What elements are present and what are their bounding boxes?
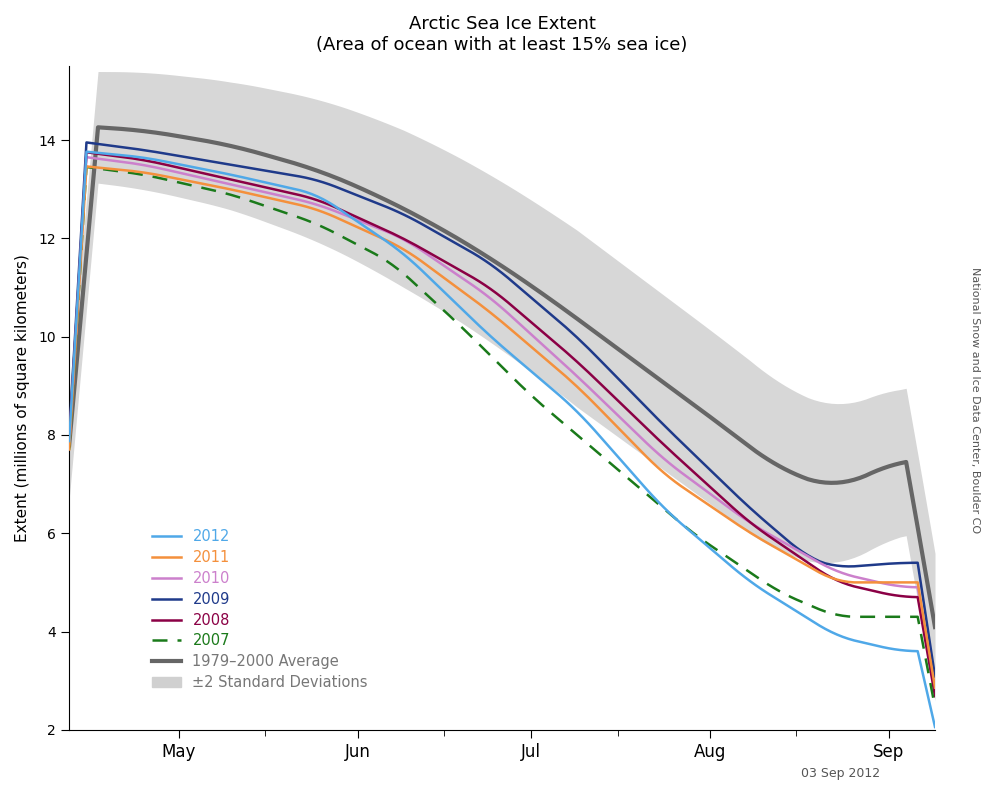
Text: 03 Sep 2012: 03 Sep 2012 bbox=[801, 767, 880, 780]
Legend: 2012, 2011, 2010, 2009, 2008, 2007, 1979–2000 Average, ±2 Standard Deviations: 2012, 2011, 2010, 2009, 2008, 2007, 1979… bbox=[146, 523, 374, 696]
Title: Arctic Sea Ice Extent
(Area of ocean with at least 15% sea ice): Arctic Sea Ice Extent (Area of ocean wit… bbox=[316, 15, 688, 54]
Text: National Snow and Ice Data Center, Boulder CO: National Snow and Ice Data Center, Bould… bbox=[970, 267, 980, 533]
Y-axis label: Extent (millions of square kilometers): Extent (millions of square kilometers) bbox=[15, 254, 30, 542]
